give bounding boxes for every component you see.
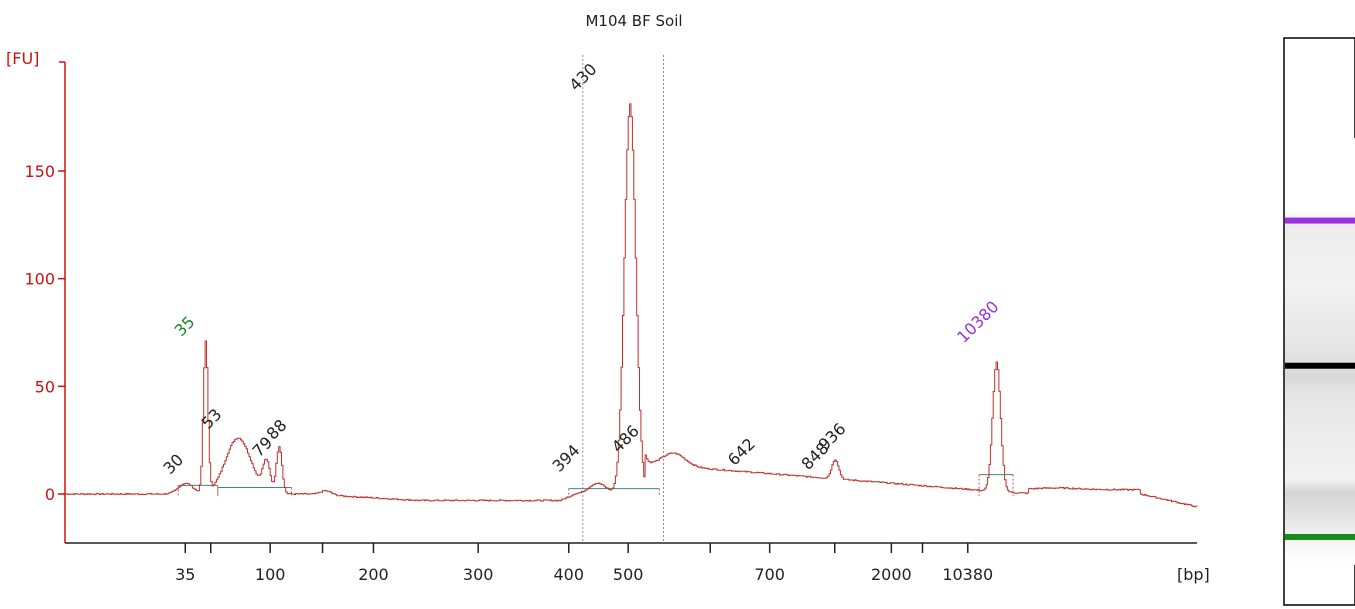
- x-tick-label: 200: [358, 565, 389, 584]
- peak-label: 486: [608, 421, 643, 456]
- x-tick-label: 500: [613, 565, 644, 584]
- y-tick-label: 50: [35, 377, 55, 396]
- y-axis-ticks: 0 50 100 150: [24, 162, 65, 504]
- x-tick-label: 2000: [871, 565, 912, 584]
- y-tick-label: 0: [45, 485, 55, 504]
- peak-label: 53: [198, 405, 226, 433]
- x-axis-ticks: 35 100 200 300 400 500 700 2000 10380: [175, 543, 993, 584]
- y-tick-label: 100: [24, 270, 55, 289]
- x-tick-label: 700: [754, 565, 785, 584]
- peak-label: 30: [159, 450, 187, 478]
- gel-band: [1285, 363, 1355, 369]
- peak-label: 394: [548, 441, 583, 476]
- gel-band: [1285, 534, 1355, 540]
- gel-lane-background: [1285, 138, 1355, 565]
- chart-title: M104 BF Soil: [585, 12, 682, 30]
- y-tick-label: 150: [24, 162, 55, 181]
- x-tick-label: 10380: [942, 565, 993, 584]
- x-tick-label: 100: [255, 565, 286, 584]
- gel-band: [1285, 218, 1355, 224]
- gel-lane: [1284, 38, 1355, 605]
- peak-label: 430: [565, 60, 600, 95]
- y-axis-unit: [FU]: [6, 49, 39, 68]
- x-tick-label: 35: [175, 565, 195, 584]
- x-tick-label: 300: [463, 565, 494, 584]
- peak-label: 35: [171, 312, 199, 340]
- region-markers: [583, 55, 664, 543]
- peak-label: 10380: [953, 297, 1002, 346]
- x-axis-unit: [bp]: [1177, 565, 1210, 584]
- x-tick-label: 400: [553, 565, 584, 584]
- integration-baselines: [178, 475, 1013, 497]
- peak-label: 642: [724, 434, 759, 469]
